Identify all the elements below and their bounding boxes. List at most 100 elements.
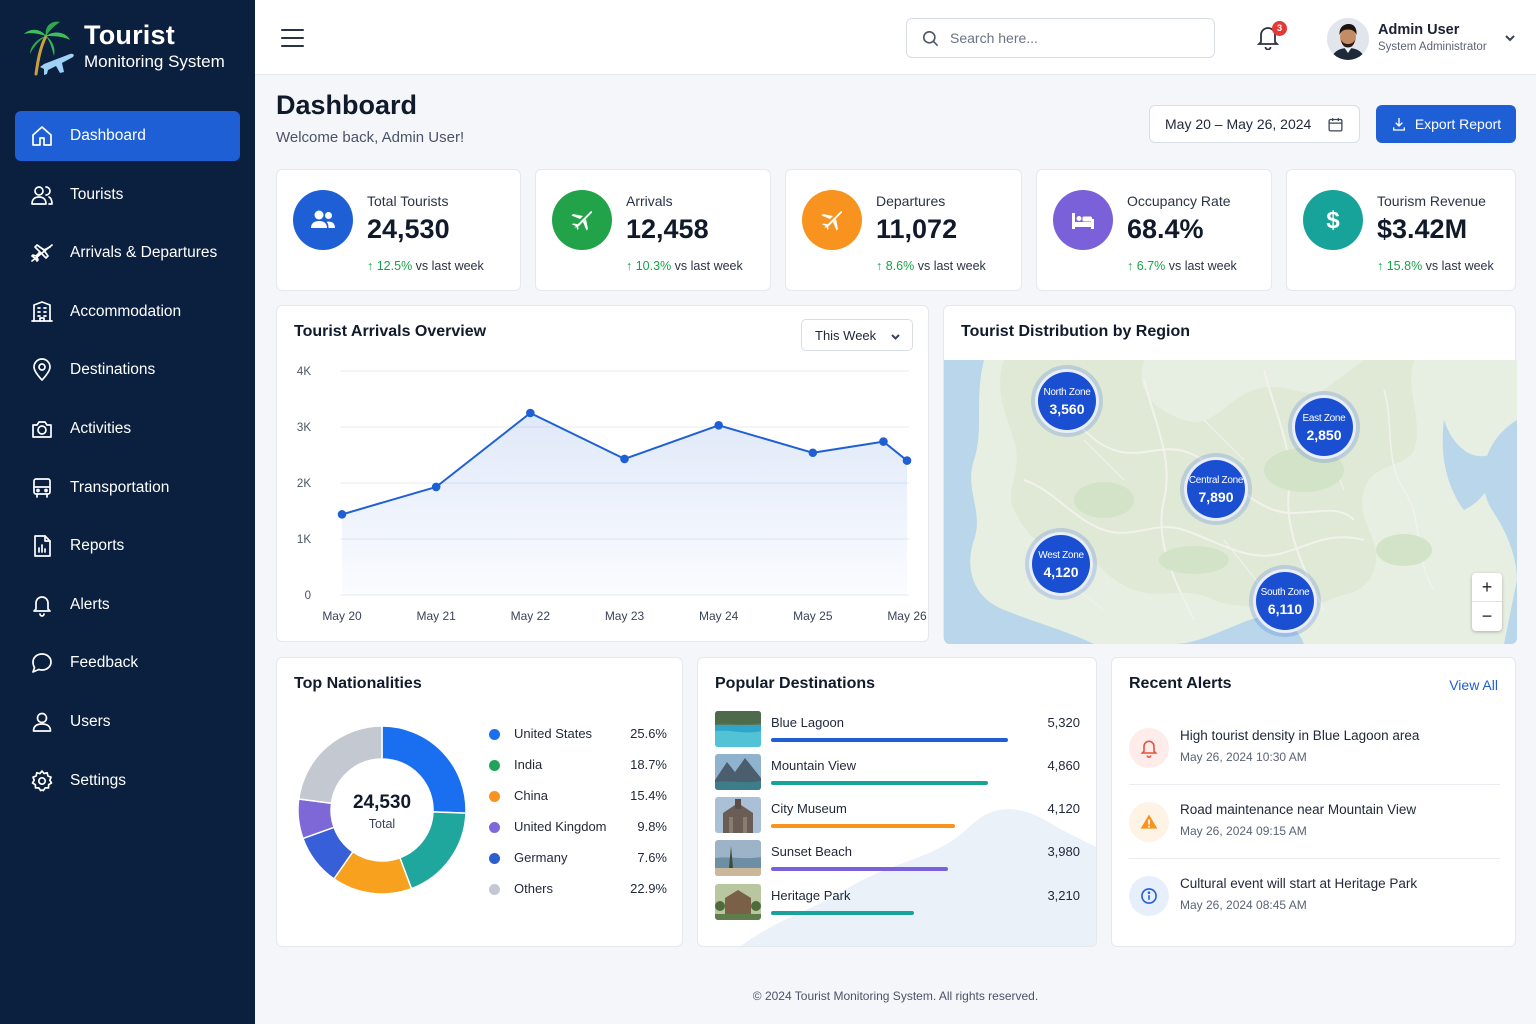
zone-marker-central[interactable]: Central Zone 7,890 — [1184, 457, 1248, 521]
sidebar-item-feedback[interactable]: Feedback — [15, 638, 240, 688]
zone-marker-west[interactable]: West Zone 4,120 — [1029, 532, 1093, 596]
sidebar-item-settings[interactable]: Settings — [15, 756, 240, 806]
x-tick-label: May 24 — [699, 609, 739, 623]
sidebar-nav: Dashboard Tourists Arrivals & Departures… — [15, 111, 240, 814]
menu-toggle-icon[interactable] — [281, 27, 305, 48]
sidebar: Tourist Monitoring System Dashboard Tour… — [0, 0, 255, 1024]
stat-card-tourism-revenue: $ Tourism Revenue $3.42M ↑ 15.8% vs last… — [1286, 169, 1516, 291]
arrivals-overview-card: Tourist Arrivals Overview This Week 0 1K 2… — [276, 305, 929, 642]
list-item[interactable]: Heritage Park 3,210 — [715, 884, 1080, 922]
export-report-button[interactable]: Export Report — [1376, 105, 1516, 143]
stat-label: Arrivals — [626, 193, 673, 209]
sidebar-item-transportation[interactable]: Transportation — [15, 463, 240, 513]
city-museum-thumbnail — [715, 797, 761, 833]
data-point — [714, 421, 723, 430]
region-map[interactable]: North Zone 3,560 East Zone 2,850 Central… — [944, 360, 1517, 644]
alert-item[interactable]: Cultural event will start at Heritage Pa… — [1129, 870, 1500, 932]
sidebar-item-label: Activities — [70, 419, 132, 437]
zone-marker-north[interactable]: North Zone 3,560 — [1035, 369, 1099, 433]
y-tick-label: 0 — [305, 590, 311, 602]
stat-label: Total Tourists — [367, 193, 449, 209]
destination-bar — [771, 781, 988, 785]
sidebar-item-activities[interactable]: Activities — [15, 404, 240, 454]
zoom-in-button[interactable]: + — [1472, 573, 1502, 602]
sidebar-item-destinations[interactable]: Destinations — [15, 345, 240, 395]
x-tick-label: May 26 — [887, 609, 927, 623]
brand[interactable]: Tourist Monitoring System — [22, 18, 242, 78]
home-icon — [29, 123, 55, 149]
search-icon — [922, 30, 939, 46]
stat-value: 24,530 — [367, 214, 450, 244]
card-title: Recent Alerts — [1129, 675, 1232, 692]
chevron-down-icon — [891, 334, 900, 340]
search-input[interactable] — [950, 30, 1200, 46]
bell-icon — [1256, 27, 1280, 51]
sidebar-item-dashboard[interactable]: Dashboard — [15, 111, 240, 161]
sidebar-item-label: Transportation — [70, 478, 170, 496]
notifications-button[interactable]: 3 — [1256, 21, 1287, 54]
user-menu[interactable]: Admin User System Administrator — [1327, 17, 1522, 61]
alert-item[interactable]: Road maintenance near Mountain View May … — [1129, 796, 1500, 858]
list-item[interactable]: Blue Lagoon 5,320 — [715, 711, 1080, 749]
y-tick-label: 4K — [297, 366, 311, 378]
alert-text: Road maintenance near Mountain View — [1180, 802, 1417, 817]
zoom-out-button[interactable]: − — [1481, 606, 1493, 626]
stat-delta: ↑ 8.6% vs last week — [876, 259, 986, 273]
popular-destinations-card: Popular Destinations Blue Lagoon 5,320 M… — [697, 657, 1097, 947]
bus-icon — [29, 475, 55, 501]
page-title: Dashboard — [276, 90, 418, 120]
x-tick-label: May 23 — [605, 609, 645, 623]
zone-name: North Zone — [1043, 387, 1091, 398]
stat-label: Tourism Revenue — [1377, 193, 1486, 209]
heritage-park-thumbnail — [715, 884, 761, 920]
series-line — [341, 412, 908, 516]
period-select-value: This Week — [815, 327, 877, 343]
legend-dot — [489, 791, 500, 802]
alert-time: May 26, 2024 10:30 AM — [1180, 750, 1307, 764]
sidebar-item-label: Settings — [70, 771, 127, 789]
alert-icon-bg — [1129, 802, 1169, 842]
footer-copyright: © 2024 Tourist Monitoring System. All ri… — [752, 989, 1039, 1003]
notification-badge: 3 — [1272, 21, 1287, 36]
view-all-link[interactable]: View All — [1449, 677, 1498, 693]
alert-time: May 26, 2024 08:45 AM — [1180, 898, 1307, 912]
stat-card-departures: Departures 11,072 ↑ 8.6% vs last week — [785, 169, 1022, 291]
sidebar-item-label: Dashboard — [70, 127, 146, 144]
x-tick-label: May 21 — [416, 609, 456, 623]
map-pin-icon — [29, 357, 55, 383]
alert-icon-bg — [1129, 728, 1169, 768]
sidebar-item-alerts[interactable]: Alerts — [15, 580, 240, 630]
date-range-picker[interactable]: May 20 – May 26, 2024 — [1149, 105, 1360, 143]
list-item[interactable]: Mountain View 4,860 — [715, 754, 1080, 792]
list-item[interactable]: Sunset Beach 3,980 — [715, 840, 1080, 878]
sidebar-item-label: Tourists — [70, 185, 124, 203]
donut-total-value: 24,530 — [352, 792, 412, 813]
sidebar-item-reports[interactable]: Reports — [15, 521, 240, 571]
palm-plane-logo-icon — [24, 21, 74, 76]
destination-name: Blue Lagoon — [771, 715, 845, 730]
zone-marker-south[interactable]: South Zone 6,110 — [1253, 569, 1317, 633]
sidebar-item-label: Reports — [70, 537, 125, 555]
stat-card-occupancy-rate: Occupancy Rate 68.4% ↑ 6.7% vs last week — [1036, 169, 1272, 291]
zone-marker-east[interactable]: East Zone 2,850 — [1292, 395, 1356, 459]
destination-value: 3,210 — [1047, 888, 1080, 903]
sidebar-item-tourists[interactable]: Tourists — [15, 170, 240, 220]
blue-lagoon-thumbnail — [715, 711, 761, 747]
alert-item[interactable]: High tourist density in Blue Lagoon area… — [1129, 722, 1500, 784]
data-point — [879, 437, 888, 446]
zone-name: West Zone — [1038, 550, 1084, 561]
divider — [1129, 858, 1500, 859]
plane-icon — [821, 211, 843, 231]
sidebar-item-accommodation[interactable]: Accommodation — [15, 287, 240, 337]
stat-icon-bg: $ — [1303, 190, 1363, 250]
sidebar-item-label: Destinations — [70, 361, 156, 379]
list-item[interactable]: City Museum 4,120 — [715, 797, 1080, 835]
period-select[interactable]: This Week — [801, 319, 913, 351]
zone-name: East Zone — [1302, 413, 1346, 424]
sidebar-item-users[interactable]: Users — [15, 697, 240, 747]
legend-item: United States 25.6% — [489, 725, 667, 745]
arrow-up-icon: ↑ — [626, 259, 633, 273]
zone-value: 7,890 — [1198, 489, 1234, 505]
y-tick-label: 1K — [297, 534, 311, 546]
sidebar-item-arrivals-departures[interactable]: Arrivals & Departures — [15, 228, 240, 278]
